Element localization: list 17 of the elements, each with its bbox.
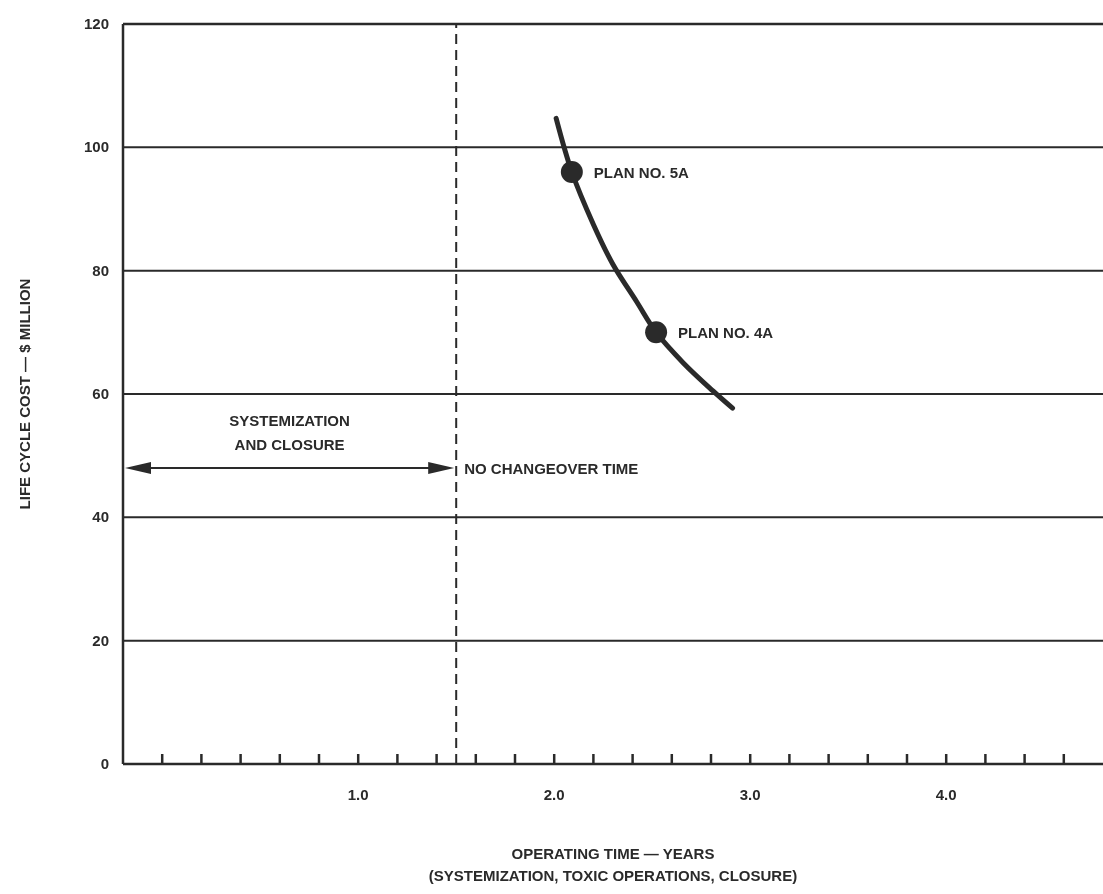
annotation: PLAN NO. 5A [593, 164, 690, 181]
annotation: PLAN NO. 4A [678, 324, 774, 342]
x-tick-label: 3.0 [739, 786, 761, 803]
y-tick-label: 40 [92, 508, 109, 526]
y-tick-label: 60 [92, 385, 109, 402]
x-tick-label: 1.0 [347, 786, 369, 803]
annotation: NO CHANGEOVER TIME [464, 460, 639, 477]
y-tick-label: 0 [100, 755, 109, 772]
y-tick-label: 80 [92, 261, 109, 279]
x-axis-title: OPERATING TIME — YEARS (SYSTEMIZATION, TOXIC OPERATIONS, CLOSURE) [428, 845, 798, 884]
x-tick-label: 2.0 [543, 786, 565, 803]
x-tick-label: 4.0 [935, 786, 957, 803]
y-axis-title: LIFE CYCLE COST — $ MILLION [16, 278, 33, 510]
y-tick-label: 100 [83, 138, 109, 156]
y-tick-label: 20 [92, 631, 109, 649]
annotation: SYSTEMIZATION AND CLOSURE [229, 412, 350, 453]
y-tick-label: 120 [83, 15, 109, 32]
